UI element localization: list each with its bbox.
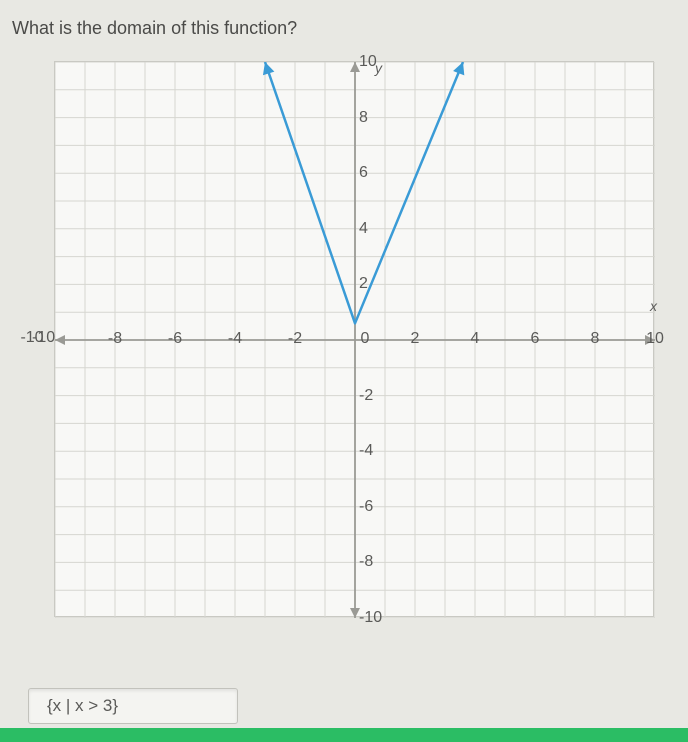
x-tick-label: -2 [288,330,302,348]
answer-input[interactable]: {x | x > 3} [28,688,238,724]
y-tick-label: -8 [359,553,373,571]
y-tick-label: 8 [359,109,368,127]
bottom-bar [0,728,688,742]
y-tick-label: 6 [359,164,368,182]
x-tick-label: 0 [361,330,370,348]
y-tick-label: 2 [359,275,368,293]
y-tick-label: -6 [359,498,373,516]
x-tick-label: 10 [646,330,664,348]
x-tick-label: 6 [531,330,540,348]
y-tick-label: 4 [359,220,368,238]
x-tick-label: -10 [20,329,43,347]
x-axis-label: x [650,298,657,314]
page: What is the domain of this function? x y… [0,0,688,742]
x-tick-label: 2 [411,330,420,348]
graph-container: x y -8-6-4-20246810-10-8-6-4-2246810 -10… [14,61,658,639]
y-tick-label: -4 [359,442,373,460]
question-text: What is the domain of this function? [8,18,680,39]
x-tick-label: -8 [108,330,122,348]
answer-text: {x | x > 3} [47,696,118,716]
coordinate-plane: x y -8-6-4-20246810-10-8-6-4-2246810 [54,61,654,617]
plot-svg [55,62,655,618]
y-tick-label: 10 [359,53,377,71]
x-tick-label: -4 [228,330,242,348]
x-tick-label: 8 [591,330,600,348]
y-tick-label: -10 [359,609,382,627]
x-tick-label: -6 [168,330,182,348]
y-tick-label: -2 [359,387,373,405]
x-tick-label: 4 [471,330,480,348]
